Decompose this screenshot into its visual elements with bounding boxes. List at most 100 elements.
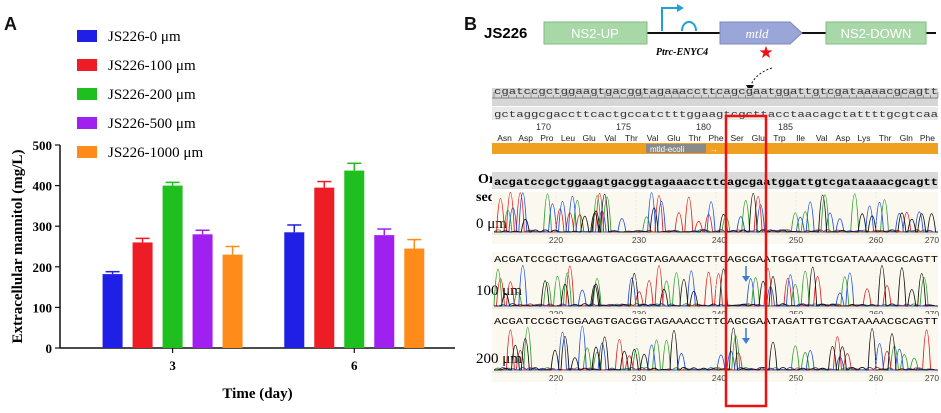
amino-acid: Asp bbox=[836, 133, 851, 143]
amino-acid: Phe bbox=[920, 133, 935, 143]
amino-acid: Glu bbox=[667, 133, 681, 143]
y-axis-title: Extracellular mannitol (mg/L) bbox=[10, 150, 26, 344]
ruler-number: 185 bbox=[778, 122, 793, 132]
ruler-number: 175 bbox=[616, 122, 631, 132]
ruler-numbers: 170 175 180 185 bbox=[536, 122, 793, 132]
amino-acid: Lys bbox=[858, 133, 871, 143]
x-axis-title: Time (day) bbox=[222, 386, 292, 402]
mtld-label: mtld bbox=[745, 26, 769, 41]
amino-acid-row: Asn Asp Pro Leu Glu Val Thr Val Glu Thr Phe Ser Glu T… bbox=[497, 133, 935, 143]
trace-peak-line bbox=[494, 265, 938, 307]
promoter-arrow-icon bbox=[661, 7, 680, 31]
sequencing-figure: JS226 NS2-UP Ptrc-ENYC4 mtld ★ NS2-DOWN … bbox=[476, 4, 939, 408]
amino-acid: Trp bbox=[773, 133, 786, 143]
trace-background bbox=[492, 252, 938, 318]
amino-acid: Ile bbox=[796, 133, 805, 143]
trace-tick-label: 230 bbox=[632, 373, 646, 383]
panel-b: B JS226 NS2-UP Ptrc-ENYC4 mtld ★ NS2-DOW… bbox=[464, 0, 941, 408]
strain-label: JS226 bbox=[484, 25, 527, 42]
terminator-icon bbox=[681, 21, 697, 32]
legend-label: JS226-500 μm bbox=[108, 116, 196, 132]
y-tick-label: 0 bbox=[46, 341, 53, 356]
amino-acid: Val bbox=[604, 133, 616, 143]
trace-peak-line bbox=[494, 192, 938, 233]
legend-label: JS226-100 μm bbox=[108, 58, 196, 74]
feature-tag-label: mtld-ecoli bbox=[650, 145, 684, 154]
trace-peak-line bbox=[494, 327, 938, 371]
mtld-gene-arrow bbox=[719, 21, 803, 45]
ns2-down-block bbox=[825, 21, 927, 45]
trace-background bbox=[492, 192, 938, 244]
bar bbox=[344, 170, 365, 348]
bar bbox=[132, 242, 153, 348]
amino-acid: Thr bbox=[879, 133, 892, 143]
amino-acid: Leu bbox=[561, 133, 575, 143]
y-tick-label: 300 bbox=[33, 219, 53, 234]
bar bbox=[192, 234, 213, 348]
trace-tick-label: 240 bbox=[712, 235, 726, 245]
ruler-complement-seq: gctaggcgaccttcactgccatctttggaagtcgcttacc… bbox=[494, 109, 938, 120]
trace-label: 100 μm bbox=[476, 283, 522, 299]
original-sequence-text: acgatccgctggaagtgacggtagaaaccttcagcgaatg… bbox=[494, 177, 938, 189]
legend-swatch bbox=[77, 117, 97, 129]
legend-swatch bbox=[77, 30, 97, 42]
bar bbox=[102, 274, 123, 348]
ruler-top-band bbox=[492, 88, 938, 106]
ns2-up-label: NS2-UP bbox=[571, 26, 619, 41]
trace-tall-peak bbox=[591, 210, 601, 233]
amino-acid: Gln bbox=[900, 133, 914, 143]
mutation-highlight-box bbox=[724, 114, 768, 408]
ruler-top-seq: cgatccgctggaagtgacggtagaaaccttcagcgaatgg… bbox=[494, 86, 938, 97]
ns2-up-block bbox=[543, 21, 648, 45]
legend-label: JS226-0 μm bbox=[108, 29, 181, 45]
panel-a: A 0 100 200 300 400 500 3 6 Time (day) Extracellu… bbox=[0, 0, 470, 408]
y-tick-label: 200 bbox=[33, 260, 53, 275]
feature-bar bbox=[492, 143, 938, 154]
bar bbox=[314, 187, 335, 348]
mutation-arrowhead-icon bbox=[742, 276, 750, 282]
legend-swatch bbox=[77, 88, 97, 100]
bar bbox=[404, 248, 425, 348]
ruler-ticks bbox=[493, 92, 939, 98]
mutation-star-icon: ★ bbox=[758, 43, 773, 62]
ruler-complement-band bbox=[492, 107, 938, 120]
amino-acid: Pro bbox=[540, 133, 554, 143]
amino-acid: Val bbox=[647, 133, 659, 143]
trace-label: 200 μm bbox=[476, 351, 522, 367]
legend-label: JS226-200 μm bbox=[108, 87, 196, 103]
trace-tick-label: 240 bbox=[712, 373, 726, 383]
trace-tick-label: 270 bbox=[925, 235, 939, 245]
panel-label-b: B bbox=[464, 14, 477, 34]
trace-tall-peak bbox=[591, 346, 601, 371]
amino-acid: Glu bbox=[583, 133, 597, 143]
panel-label-a: A bbox=[4, 14, 17, 34]
legend-swatch bbox=[77, 146, 97, 158]
feature-tag bbox=[646, 144, 706, 153]
ruler-number: 170 bbox=[536, 122, 551, 132]
bar-chart: 0 100 200 300 400 500 3 6 Time (day) Extracellula… bbox=[10, 29, 455, 402]
promoter-arrowhead-icon bbox=[677, 4, 684, 12]
y-tick-label: 500 bbox=[33, 138, 53, 153]
x-tick-label: 3 bbox=[169, 358, 176, 373]
ruler-number: 180 bbox=[696, 122, 711, 132]
trace-tick-label: 230 bbox=[632, 235, 646, 245]
amino-acid: Phe bbox=[708, 133, 723, 143]
feature-direction-icon: → bbox=[710, 145, 718, 154]
bar bbox=[222, 254, 243, 348]
y-tick-label: 400 bbox=[33, 179, 53, 194]
mutation-arrowhead-icon bbox=[742, 338, 750, 344]
bar bbox=[162, 185, 183, 348]
amino-acid: Thr bbox=[625, 133, 638, 143]
y-tick-label: 100 bbox=[33, 300, 53, 315]
amino-acid: Val bbox=[816, 133, 828, 143]
legend-label: JS226-1000 μm bbox=[108, 145, 203, 161]
bar bbox=[374, 235, 395, 348]
x-tick-label: 6 bbox=[351, 358, 358, 373]
trace-tall-peak bbox=[591, 283, 601, 307]
promoter-label: Ptrc-ENYC4 bbox=[656, 47, 708, 58]
trace-peak-line bbox=[494, 193, 938, 233]
trace-label: 0 μm bbox=[476, 216, 507, 232]
amino-acid: Thr bbox=[688, 133, 701, 143]
amino-acid: Asp bbox=[518, 133, 533, 143]
